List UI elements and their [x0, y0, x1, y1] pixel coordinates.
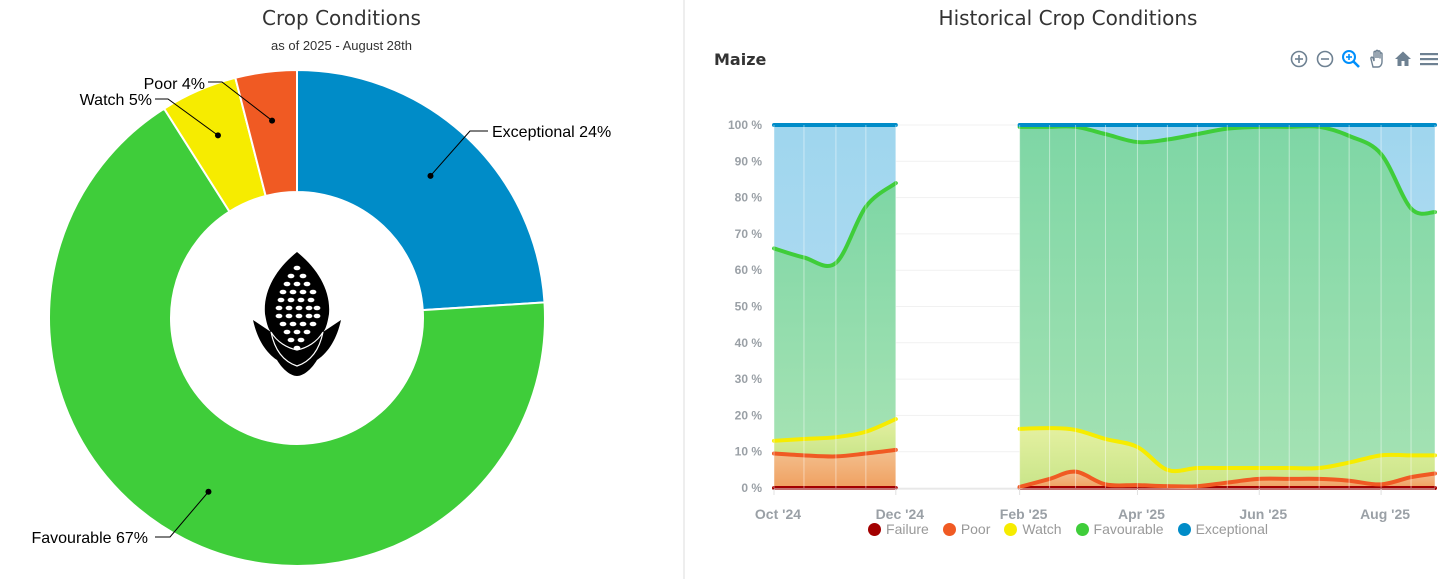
donut-labels: Exceptional 24% Favourable 67% Watch 5%Poo…: [31, 76, 611, 547]
area-exceptional-segment-2: [1019, 125, 1435, 214]
x-tick-label: Feb '25: [1000, 506, 1048, 522]
y-tick-label: 10 %: [735, 445, 763, 459]
selection-zoom-icon[interactable]: [1340, 48, 1362, 70]
x-tick-label: Jun '25: [1239, 506, 1287, 522]
legend-marker-watch: [1004, 522, 1018, 536]
line-watch-segment-1[interactable]: [772, 417, 898, 443]
legend-item-favourable[interactable]: Favourable: [1075, 521, 1164, 537]
legend-item-poor[interactable]: Poor: [942, 521, 991, 537]
donut-marker-favourable: [205, 488, 212, 495]
y-tick-label: 90 %: [735, 154, 763, 168]
menu-icon[interactable]: [1418, 48, 1440, 70]
y-axis: 0 % 10 % 20 % 30 % 40 % 50 % 60 % 70 % 80 % 90 % 1…: [728, 118, 762, 495]
crop-conditions-title: Crop Conditions: [262, 6, 421, 30]
historical-area-chart: 0 % 10 % 20 % 30 % 40 % 50 % 60 % 70 % 80 % 90 % 1…: [728, 118, 1437, 522]
y-tick-label: 30 %: [735, 372, 763, 386]
chart-legend: Failure Poor Watch Favourable Exceptional: [686, 521, 1450, 537]
legend-item-exceptional[interactable]: Exceptional: [1177, 521, 1268, 537]
y-tick-label: 100 %: [728, 118, 762, 132]
x-tick-label: Dec '24: [876, 506, 925, 522]
y-tick-label: 20 %: [735, 408, 763, 422]
crop-conditions-panel: Crop Conditions as of 2025 - August 28th…: [0, 0, 683, 579]
donut-connector-watch: [155, 98, 219, 136]
donut-marker-poor: [269, 117, 276, 124]
donut-slice-poor[interactable]: [234, 68, 298, 198]
y-tick-label: 50 %: [735, 300, 763, 314]
pan-hand-icon[interactable]: [1366, 48, 1388, 70]
line-poor-segment-2[interactable]: [1017, 469, 1437, 489]
home-reset-icon[interactable]: [1392, 48, 1414, 70]
maize-icon: [253, 252, 341, 376]
series-lines: [772, 123, 1437, 490]
legend-marker-poor: [942, 522, 956, 536]
area-poor-segment-1: [774, 449, 896, 488]
area-exceptional-segment-1: [774, 125, 896, 267]
line-watch-segment-2[interactable]: [1017, 426, 1437, 474]
line-favourable-segment-2[interactable]: [1017, 124, 1437, 216]
area-poor-segment-2: [1019, 471, 1435, 488]
y-tick-label: 70 %: [735, 227, 763, 241]
donut-label-exceptional: Exceptional 24%: [492, 124, 611, 141]
y-tick-label: 60 %: [735, 263, 763, 277]
zoom-out-icon[interactable]: [1314, 48, 1336, 70]
x-axis: Oct '24 Dec '24 Feb '25 Apr '25 Jun '25 Aug '…: [755, 488, 1435, 522]
donut-connector-poor: [208, 81, 273, 121]
line-poor-segment-1[interactable]: [772, 447, 898, 459]
panel-divider: [683, 0, 685, 579]
donut-slices: [48, 68, 546, 567]
legend-marker-exceptional: [1177, 522, 1191, 536]
y-tick-label: 80 %: [735, 191, 763, 205]
donut-label-poor: Poor 4%: [144, 76, 205, 93]
donut-label-watch: Watch 5%: [80, 92, 152, 109]
legend-label-favourable: Favourable: [1093, 521, 1164, 537]
chart-toolbar: [1288, 48, 1440, 70]
historical-title: Historical Crop Conditions: [938, 6, 1198, 30]
donut-slice-favourable[interactable]: [48, 107, 546, 567]
area-favourable-segment-2: [1019, 126, 1435, 472]
stacked-areas: [774, 125, 1435, 488]
legend-label-watch: Watch: [1022, 521, 1062, 537]
line-favourable-segment-1[interactable]: [772, 181, 898, 268]
legend-marker-failure: [868, 522, 882, 536]
donut-label-favourable: Favourable 67%: [31, 530, 148, 547]
y-tick-label: 0 %: [741, 481, 762, 495]
legend-label-exceptional: Exceptional: [1195, 521, 1268, 537]
donut-marker-watch: [214, 132, 221, 139]
x-tick-label: Oct '24: [755, 506, 801, 522]
donut-slice-exceptional[interactable]: [296, 68, 546, 312]
area-favourable-segment-1: [774, 183, 896, 441]
historical-panel: Historical Crop Conditions Maize 0 % 10 %…: [686, 0, 1450, 579]
legend-item-failure[interactable]: Failure: [868, 521, 929, 537]
donut-connector-exceptional: [430, 130, 488, 177]
zoom-in-icon[interactable]: [1288, 48, 1310, 70]
crop-name: Maize: [714, 50, 767, 69]
legend-item-watch[interactable]: Watch: [1004, 521, 1062, 537]
donut-connector-favourable: [155, 491, 209, 538]
crop-conditions-subtitle: as of 2025 - August 28th: [271, 38, 412, 53]
y-tick-label: 40 %: [735, 336, 763, 350]
legend-label-failure: Failure: [886, 521, 929, 537]
legend-label-poor: Poor: [960, 521, 991, 537]
donut-chart: Exceptional 24% Favourable 67% Watch 5%Poo…: [31, 68, 611, 567]
x-tick-label: Apr '25: [1118, 506, 1165, 522]
x-tick-label: Aug '25: [1360, 506, 1410, 522]
donut-marker-exceptional: [427, 172, 434, 179]
legend-marker-favourable: [1075, 522, 1089, 536]
